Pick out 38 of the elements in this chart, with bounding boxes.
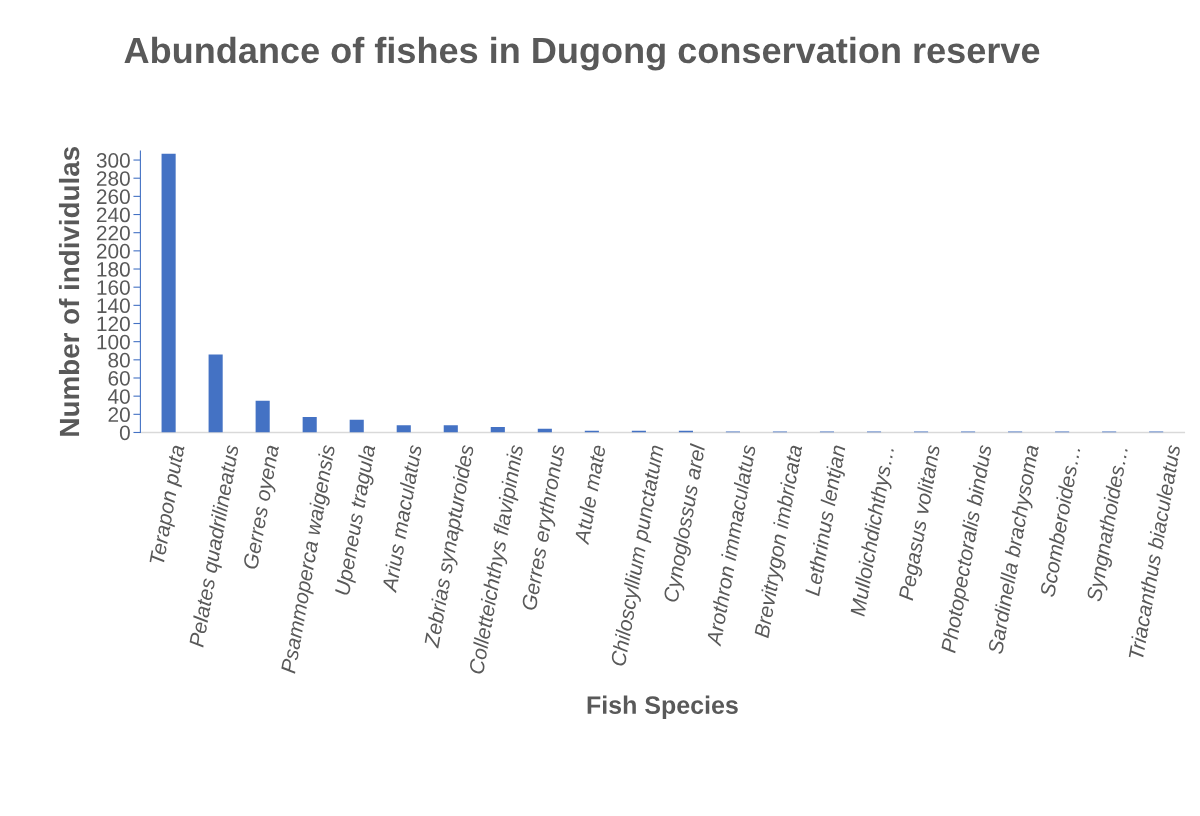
x-tick-label: Atule mate <box>573 444 606 546</box>
x-tick-label: Pegasus volitans <box>898 444 941 601</box>
x-tick-label: Cynoglossus arel <box>663 443 706 603</box>
y-tick-label: 40 <box>107 389 130 404</box>
y-tick-label: 100 <box>97 334 130 350</box>
x-tick-label: Arius maculatus <box>381 444 423 594</box>
y-tick-label: 200 <box>96 243 130 259</box>
y-tick-label: 260 <box>96 189 130 205</box>
bar <box>161 153 176 433</box>
y-tick-label: 20 <box>108 407 130 423</box>
y-tick-label: 80 <box>108 352 130 368</box>
bar <box>396 425 411 433</box>
bar <box>349 419 364 433</box>
bar <box>443 425 458 433</box>
x-axis-title: Fish Species <box>587 695 738 719</box>
x-tick-label: Terapon puta <box>149 444 189 566</box>
y-tick-label: 120 <box>97 316 130 332</box>
y-tick-label: 0 <box>119 425 130 441</box>
x-tick-label: Upeneus tragula <box>334 444 380 596</box>
y-tick-label: 180 <box>97 262 130 277</box>
y-axis-title: Number of individulas <box>58 147 80 436</box>
chart-title: Abundance of fishes in Dugong conservation reserve <box>124 36 1040 71</box>
y-tick-label: 60 <box>108 370 130 386</box>
y-tick-label: 300 <box>96 153 130 168</box>
bar <box>255 400 270 433</box>
bar <box>208 354 223 433</box>
x-tick-label: Arothron immaculatus <box>705 444 756 647</box>
x-tick-label: Triacanthus biaculeatus <box>1127 444 1181 660</box>
bar <box>302 417 317 433</box>
x-tick-label: Lethrinus lentjan <box>804 444 850 597</box>
y-tick-label: 220 <box>96 225 130 241</box>
y-tick-label: 280 <box>96 171 130 186</box>
y-tick-label: 240 <box>96 207 130 223</box>
y-tick-label: 160 <box>97 280 130 295</box>
x-tick-label: Pelates quadrilineatus <box>188 444 243 649</box>
x-tick-label: Gerres oyena <box>242 444 280 570</box>
bar <box>490 427 505 433</box>
y-tick-label: 140 <box>97 298 130 314</box>
